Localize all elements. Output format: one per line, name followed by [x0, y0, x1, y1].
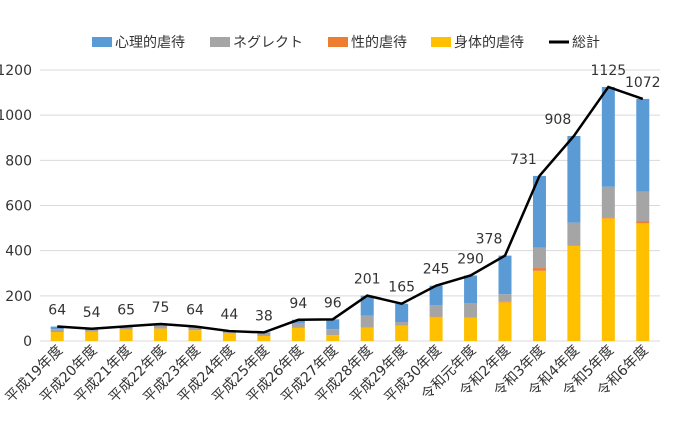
legend-item: 身体的虐待	[431, 35, 524, 51]
bar-身体的虐待	[50, 331, 64, 341]
legend-label: 性的虐待	[351, 35, 407, 51]
bar-ネグレクト	[85, 329, 99, 332]
data-label: 731	[510, 152, 537, 168]
data-label: 75	[152, 300, 170, 316]
bar-身体的虐待	[498, 302, 512, 341]
bar-心理的虐待	[567, 135, 581, 223]
legend-swatch	[328, 37, 348, 47]
bar-性的虐待	[429, 316, 443, 318]
data-label: 1072	[625, 75, 661, 91]
bar-ネグレクト	[532, 247, 546, 269]
bar-心理的虐待	[636, 98, 650, 192]
y-tick-label: 600	[5, 199, 32, 215]
bar-性的虐待	[532, 268, 546, 271]
bar-身体的虐待	[601, 218, 615, 341]
bar-身体的虐待	[532, 270, 546, 341]
bar-身体的虐待	[567, 245, 581, 341]
legend-label: 心理的虐待	[115, 35, 185, 51]
y-tick-label: 800	[5, 153, 32, 169]
bar-ネグレクト	[119, 327, 133, 330]
bar-身体的虐待	[85, 331, 99, 341]
bar-性的虐待	[636, 221, 650, 224]
bar-心理的虐待	[291, 319, 305, 323]
bar-ネグレクト	[395, 322, 409, 326]
bar-身体的虐待	[291, 327, 305, 341]
bar-ネグレクト	[154, 325, 168, 329]
y-tick-label: 0	[23, 334, 32, 350]
bar-ネグレクト	[326, 329, 340, 336]
bar-ネグレクト	[257, 333, 271, 337]
data-label: 1125	[591, 63, 627, 79]
data-label: 201	[354, 272, 381, 288]
bar-心理的虐待	[395, 303, 409, 323]
bar-身体的虐待	[360, 327, 374, 341]
bar-心理的虐待	[50, 326, 64, 330]
bar-心理的虐待	[464, 275, 478, 304]
data-label: 94	[289, 296, 307, 312]
bar-身体的虐待	[154, 328, 168, 341]
legend-swatch	[431, 37, 451, 47]
bar-心理的虐待	[326, 319, 340, 330]
bar-身体的虐待	[257, 336, 271, 341]
bar-身体的虐待	[188, 330, 202, 341]
legend-item: ネグレクト	[210, 35, 303, 51]
data-label: 54	[83, 305, 101, 321]
y-tick-label: 1200	[0, 63, 32, 79]
bar-ネグレクト	[429, 305, 443, 317]
bar-ネグレクト	[567, 222, 581, 246]
legend-label: ネグレクト	[233, 35, 303, 51]
bar-ネグレクト	[222, 331, 236, 334]
bar-ネグレクト	[291, 322, 305, 328]
bar-ネグレクト	[636, 191, 650, 222]
data-label: 65	[117, 302, 135, 318]
data-label: 64	[186, 303, 204, 319]
total-line	[57, 85, 644, 334]
bar-身体的虐待	[429, 317, 443, 341]
data-label: 64	[48, 303, 66, 319]
y-tick-label: 200	[5, 289, 32, 305]
y-tick-label: 400	[5, 244, 32, 260]
bar-ネグレクト	[464, 303, 478, 318]
data-label: 908	[545, 112, 572, 128]
legend-label: 身体的虐待	[454, 35, 524, 51]
data-label: 96	[324, 295, 342, 311]
legend-item: 性的虐待	[328, 35, 407, 51]
bar-身体的虐待	[395, 325, 409, 341]
data-label: 378	[476, 232, 503, 248]
bar-身体的虐待	[119, 329, 133, 341]
bar-心理的虐待	[429, 285, 443, 306]
bar-ネグレクト	[498, 294, 512, 302]
data-label: 165	[388, 280, 415, 296]
bar-心理的虐待	[360, 295, 374, 316]
legend-item: 総計	[549, 35, 600, 51]
bar-身体的虐待	[222, 333, 236, 341]
bar-身体的虐待	[464, 317, 478, 341]
legend-swatch	[92, 37, 112, 47]
bar-ネグレクト	[188, 327, 202, 331]
bar-性的虐待	[601, 217, 615, 219]
data-label: 245	[423, 262, 450, 278]
bar-ネグレクト	[50, 329, 64, 332]
y-tick-label: 1000	[0, 108, 32, 124]
data-label: 44	[221, 307, 239, 323]
bar-ネグレクト	[360, 315, 374, 328]
bar-性的虐待	[498, 301, 512, 303]
legend-swatch	[210, 37, 230, 47]
bar-ネグレクト	[601, 186, 615, 218]
bar-心理的虐待	[532, 175, 546, 248]
bar-身体的虐待	[636, 223, 650, 341]
bar-心理的虐待	[498, 255, 512, 295]
bar-身体的虐待	[326, 335, 340, 341]
bar-性的虐待	[567, 245, 581, 246]
bar-心理的虐待	[601, 86, 615, 187]
data-label: 38	[255, 308, 273, 324]
legend-item: 心理的虐待	[92, 35, 185, 51]
legend-label: 総計	[572, 35, 600, 51]
data-label: 290	[457, 252, 484, 268]
